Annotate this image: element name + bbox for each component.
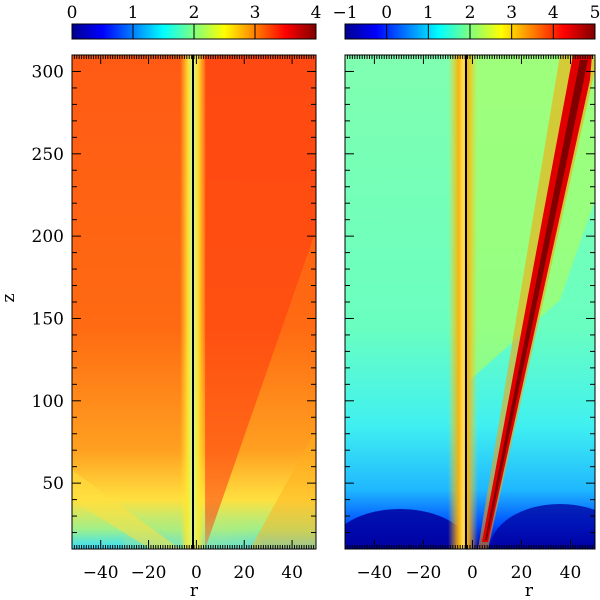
heatmap-2-base-right: [490, 504, 595, 549]
x-tick-label: 0: [191, 563, 202, 583]
x-axis-title-2: r: [525, 581, 534, 600]
y-tick-label: 300: [32, 62, 64, 82]
x-tick-label: 20: [511, 563, 533, 583]
heatmap-1-right-lower: [250, 430, 316, 549]
x-tick-label: −20: [131, 563, 167, 583]
colorbar-tick-label: 0: [381, 3, 392, 23]
heatmap-1-right-wedge: [205, 55, 316, 549]
y-tick-label: 200: [32, 227, 64, 247]
heatmap-2-base-left: [345, 509, 470, 549]
y-tick-label: 100: [32, 392, 64, 412]
heatmap-2-shock-peak: [485, 60, 588, 540]
colorbar-2-ticks: −1 0 1 2 3 4 5: [332, 3, 600, 39]
x-tick-label: −20: [405, 563, 441, 583]
colorbar-1: 0 1 2 3 4: [67, 3, 322, 40]
heatmap-2-axis-band: [448, 55, 478, 549]
x-tick-label: 40: [560, 563, 582, 583]
y-tick-label: 250: [32, 145, 64, 165]
x-tick-label: 20: [233, 563, 255, 583]
colorbar-tick-label: 1: [423, 3, 434, 23]
colorbar-tick-label: 4: [311, 3, 322, 23]
colorbar-tick-label: 4: [548, 3, 559, 23]
axes-1: −40 −20 0 20 40 50 100 150 200 250 300: [32, 54, 317, 583]
colorbar-tick-label: 5: [590, 3, 600, 23]
colorbar-tick-label: 3: [250, 3, 261, 23]
y-tick-label: 150: [32, 309, 64, 329]
y-tick-label: 50: [42, 474, 64, 494]
colorbar-1-ticks: 0 1 2 3 4: [67, 3, 322, 39]
colorbar-tick-label: 0: [67, 3, 78, 23]
colorbar-tick-label: 2: [189, 3, 200, 23]
x-tick-label: 40: [281, 563, 303, 583]
y-axis-title: z: [0, 293, 19, 302]
colorbar-2: −1 0 1 2 3 4 5: [332, 3, 600, 40]
heatmap-panel-1: [72, 55, 316, 549]
colorbar-tick-label: −1: [332, 3, 357, 23]
x-tick-label: −40: [356, 563, 392, 583]
x-tick-label: −40: [83, 563, 119, 583]
x-axis-title-1: r: [190, 581, 199, 600]
axes-2: −40 −20 0 20 40: [344, 54, 596, 583]
colorbar-tick-label: 2: [465, 3, 476, 23]
heatmap-panel-2: [345, 55, 595, 549]
x-tick-label: 0: [467, 563, 478, 583]
colorbar-tick-label: 3: [506, 3, 517, 23]
colorbar-tick-label: 1: [128, 3, 139, 23]
